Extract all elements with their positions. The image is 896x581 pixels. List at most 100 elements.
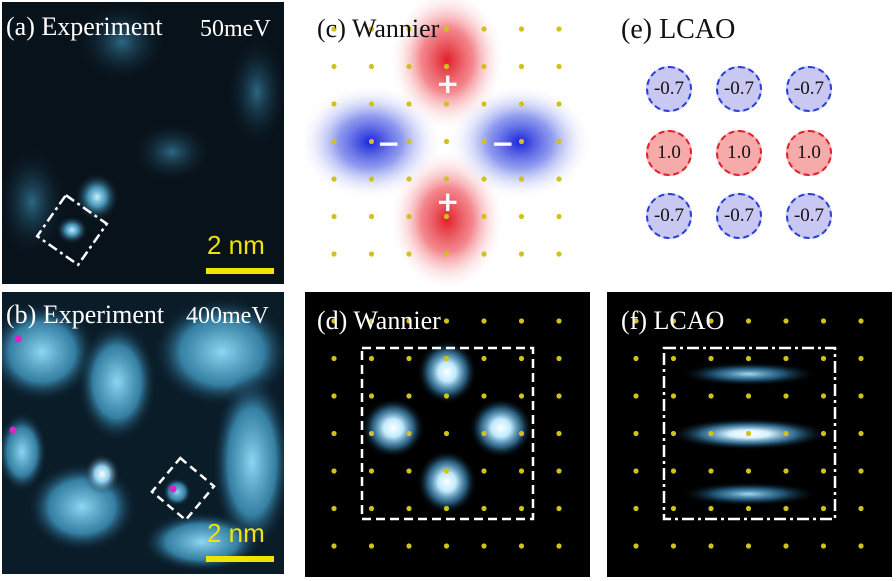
lattice-dot (518, 505, 525, 512)
lattice-dot (633, 505, 639, 512)
panel-a-experiment-50mev: (a) Experiment 50meV 2 nm (2, 2, 284, 284)
lattice-dot (708, 543, 714, 549)
lattice-dot (633, 393, 639, 399)
lattice-dot (481, 176, 487, 182)
coef-2-2: -0.7 (786, 193, 832, 239)
lattice-dot (406, 505, 412, 512)
panel-c-label: (c) Wannier (317, 14, 440, 43)
lattice-dot (443, 505, 450, 512)
lattice-dot (331, 505, 337, 512)
lattice-dot (556, 63, 562, 70)
lattice-dot (745, 393, 752, 399)
lattice-dot (708, 318, 714, 324)
lattice-dot (481, 505, 487, 512)
lattice-dot (670, 505, 677, 512)
lattice-dot (406, 318, 412, 324)
lattice-dot (368, 393, 375, 399)
lattice-dot (443, 251, 450, 257)
lattice-dot (481, 468, 487, 474)
lattice-dot (858, 468, 864, 474)
lattice-dot (481, 213, 487, 220)
lattice-dot (518, 101, 525, 107)
lattice-dot (368, 468, 375, 474)
lattice-dot (633, 430, 639, 437)
lattice-dot (858, 430, 864, 437)
panel-a-scale-text: 2 nm (207, 230, 265, 260)
lattice-dot (406, 176, 412, 182)
coef-1-0: 1.0 (646, 130, 692, 176)
lattice-dot (406, 101, 412, 107)
lattice-dot (406, 213, 412, 220)
lattice-dot (670, 355, 677, 362)
lattice-dot (406, 543, 412, 549)
lattice-dot (406, 251, 412, 257)
lattice-dot (556, 393, 562, 399)
panel-b-energy: 400meV (186, 303, 269, 329)
panel-b-label: (b) Experiment (6, 300, 165, 329)
lattice-dot (556, 26, 562, 32)
lattice-dot (368, 430, 375, 437)
lattice-dot (331, 355, 337, 362)
lattice-dot (518, 63, 525, 70)
lattice-dot (368, 543, 375, 549)
lattice-dot (518, 468, 525, 474)
lattice-dot (820, 505, 827, 512)
lattice-dot (443, 176, 450, 182)
lattice-dot (406, 430, 412, 437)
coef-1-2: 1.0 (786, 130, 832, 176)
panel-a-energy: 50meV (200, 16, 271, 42)
lattice-dot (556, 138, 562, 145)
panel-d-wannier-density: (d) Wannier (305, 292, 590, 577)
lattice-dot (406, 468, 412, 474)
panel-d-unit-box (360, 346, 535, 521)
lattice-dot (820, 318, 827, 324)
lattice-dot (633, 468, 639, 474)
lattice-dot (331, 543, 337, 549)
lattice-dot (783, 543, 789, 549)
coef-0-1: -0.7 (716, 66, 762, 112)
lattice-dot (368, 505, 375, 512)
lattice-dot (443, 430, 450, 437)
lattice-dot (820, 393, 827, 399)
lattice-dot (820, 468, 827, 474)
lattice-dot (368, 355, 375, 362)
lattice-dot (481, 393, 487, 399)
lattice-dot (783, 393, 789, 399)
lattice-dot (556, 213, 562, 220)
lattice-dot (331, 251, 337, 257)
lattice-dot (708, 355, 714, 362)
lattice-dot (481, 63, 487, 70)
panel-f-density-plot (607, 292, 892, 577)
lattice-dot (820, 430, 827, 437)
panel-f-label: (f) LCAO (621, 306, 725, 335)
lattice-dot (518, 213, 525, 220)
lattice-dot (745, 468, 752, 474)
lattice-dot (670, 393, 677, 399)
panel-b-selection-box (150, 456, 216, 522)
panel-d-label: (d) Wannier (317, 306, 441, 335)
panel-b-experiment-400mev: (b) Experiment 400meV 2 nm (2, 292, 284, 574)
lattice-dot (331, 101, 337, 107)
lattice-dot (745, 355, 752, 362)
lattice-dot (708, 468, 714, 474)
lattice-dot (481, 318, 487, 324)
minus-sign-right: − (491, 127, 515, 160)
lattice-dot (745, 505, 752, 512)
lattice-dot (368, 213, 375, 220)
lattice-dot (633, 543, 639, 549)
lattice-dot (481, 251, 487, 257)
coef-2-0: -0.7 (646, 193, 692, 239)
lattice-dot (745, 318, 752, 324)
lattice-dot (331, 468, 337, 474)
lattice-dot (443, 26, 450, 32)
lattice-dot (481, 543, 487, 549)
lattice-dot (556, 318, 562, 324)
lattice-dot (331, 318, 337, 324)
lattice-dot (518, 543, 525, 549)
lattice-dot (670, 543, 677, 549)
lattice-dot (481, 138, 487, 145)
lattice-dot (331, 26, 337, 32)
lattice-dot (858, 355, 864, 362)
lattice-dot (518, 318, 525, 324)
lattice-dot (406, 138, 412, 145)
